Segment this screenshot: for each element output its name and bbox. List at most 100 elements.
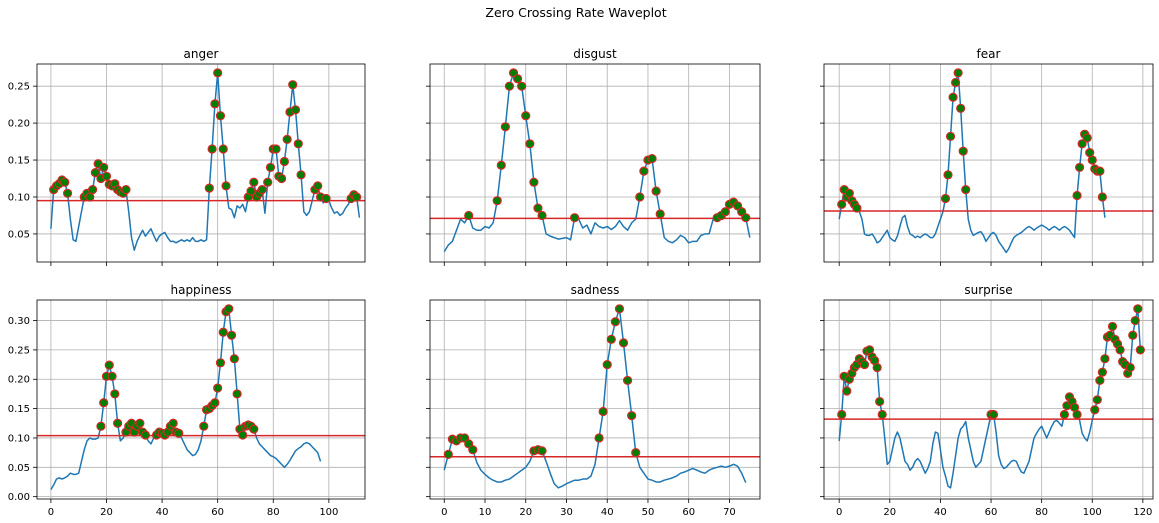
peak-marker: [1059, 409, 1070, 420]
peak-marker: [1135, 345, 1145, 355]
axes-frame: [36, 63, 366, 263]
zcr-series-line: [838, 72, 1106, 254]
grid: [820, 300, 1153, 503]
axes-frame: [823, 299, 1154, 500]
peak-marker: [238, 430, 248, 440]
peak-marker: [594, 433, 604, 443]
figure-title: Zero Crossing Rate Waveplot: [485, 5, 666, 20]
subplot-fear: fear: [820, 47, 1154, 266]
peak-marker: [950, 77, 961, 88]
peak-marker: [290, 105, 301, 115]
peak-marker: [852, 203, 862, 213]
peak-marker: [215, 111, 226, 121]
peak-marker: [249, 424, 259, 434]
peak-marker: [570, 213, 580, 223]
peak-marker: [464, 210, 474, 221]
x-tick-label: 100: [319, 507, 338, 518]
subplot-title: sadness: [571, 283, 620, 297]
subplot-title: anger: [184, 47, 219, 61]
y-tick-label: 0.10: [8, 192, 30, 203]
peak-marker: [218, 327, 228, 337]
peak-marker: [1115, 345, 1125, 355]
peak-marker: [204, 183, 214, 193]
y-tick-label: 0.25: [8, 345, 30, 356]
peak-marker: [352, 192, 362, 202]
above-threshold-markers: [837, 68, 1107, 213]
peak-marker: [647, 153, 657, 164]
x-tick-label: 10: [479, 507, 492, 518]
peak-marker: [288, 80, 298, 90]
subplot-anger: 0.05 0.10 0.15 0.20 0.25 anger: [8, 47, 366, 266]
peak-marker: [1097, 192, 1107, 202]
peak-marker: [121, 184, 131, 195]
peak-marker: [293, 139, 303, 149]
peak-marker: [1087, 155, 1097, 165]
subplot-sadness: 0 10 20 30 40 50 60 70 sadness: [426, 283, 761, 518]
peak-marker: [107, 371, 117, 381]
above-threshold-markers: [837, 304, 1145, 420]
peak-marker: [533, 203, 543, 213]
peak-marker: [226, 330, 237, 340]
peak-marker: [1107, 321, 1118, 332]
y-tick-label: 0.05: [8, 229, 30, 240]
peak-marker: [859, 359, 870, 370]
axes-frame: [823, 63, 1154, 263]
x-tick-label: 30: [560, 507, 573, 518]
peak-marker: [529, 177, 539, 187]
peak-marker: [271, 144, 281, 154]
peak-marker: [598, 406, 608, 417]
peak-marker: [199, 421, 209, 431]
peak-marker: [224, 304, 234, 314]
x-tick-label: 20: [883, 507, 896, 518]
peak-marker: [1075, 162, 1085, 173]
peak-marker: [168, 418, 178, 428]
subplot-title: disgust: [573, 47, 617, 61]
x-tick-label: 20: [519, 507, 532, 518]
axes-frame: [36, 299, 366, 500]
zcr-series-line: [443, 72, 751, 253]
peak-marker: [249, 177, 259, 187]
y-tick-label: 0.20: [8, 375, 30, 386]
grid: [426, 64, 760, 266]
peak-marker: [246, 186, 256, 196]
peak-marker: [1072, 409, 1082, 420]
peak-marker: [525, 139, 535, 149]
peak-marker: [875, 396, 885, 407]
y-tick-label: 0.05: [8, 463, 30, 474]
above-threshold-markers: [464, 68, 751, 223]
peak-marker: [988, 409, 999, 420]
peak-marker: [512, 74, 523, 84]
peak-marker: [62, 188, 73, 198]
grid: [33, 64, 365, 266]
peak-marker: [1072, 190, 1082, 201]
peak-marker: [60, 177, 70, 187]
peak-marker: [614, 304, 625, 314]
above-threshold-markers: [96, 304, 259, 440]
peak-marker: [842, 386, 852, 396]
peak-marker: [1092, 395, 1102, 405]
peak-marker: [517, 81, 527, 91]
peak-marker: [1097, 367, 1107, 377]
x-tick-label: 80: [267, 507, 280, 518]
x-tick-label: 60: [985, 507, 998, 518]
x-tick-label: 40: [601, 507, 614, 518]
x-tick-label: 80: [1035, 507, 1048, 518]
peak-marker: [99, 162, 109, 173]
x-tick-label: 0: [48, 507, 54, 518]
subplot-title: fear: [977, 47, 1001, 61]
y-tick-label: 0.25: [8, 82, 30, 93]
x-tick-label: 40: [934, 507, 947, 518]
peak-marker: [943, 170, 953, 180]
subplot-title: surprise: [964, 283, 1012, 297]
peak-marker: [135, 418, 145, 428]
peak-marker: [622, 375, 633, 386]
peak-marker: [537, 210, 547, 221]
peak-marker: [1130, 315, 1140, 326]
axes-frame: [429, 299, 761, 500]
x-tick-label: 0: [441, 507, 447, 518]
peak-marker: [496, 160, 506, 170]
x-tick-label: 50: [642, 507, 655, 518]
peak-marker: [174, 428, 184, 438]
peak-marker: [940, 193, 951, 204]
grid: [33, 300, 365, 503]
